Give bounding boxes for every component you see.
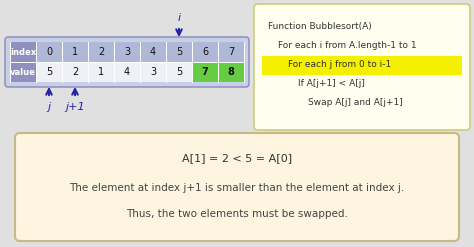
Text: i: i [177, 13, 181, 23]
FancyBboxPatch shape [88, 62, 114, 82]
FancyBboxPatch shape [254, 4, 470, 130]
Text: 2: 2 [72, 67, 78, 77]
FancyBboxPatch shape [114, 62, 140, 82]
FancyBboxPatch shape [140, 62, 166, 82]
Text: Function Bubblesort(A): Function Bubblesort(A) [268, 21, 372, 30]
Text: j: j [47, 102, 51, 112]
FancyBboxPatch shape [114, 42, 140, 62]
Text: 7: 7 [228, 47, 234, 57]
Text: 7: 7 [201, 67, 209, 77]
Text: For each i from A.length-1 to 1: For each i from A.length-1 to 1 [278, 41, 417, 49]
FancyBboxPatch shape [140, 42, 166, 62]
Text: Thus, the two elements must be swapped.: Thus, the two elements must be swapped. [126, 209, 348, 219]
FancyBboxPatch shape [218, 42, 244, 62]
FancyBboxPatch shape [88, 42, 114, 62]
FancyBboxPatch shape [5, 37, 249, 87]
Text: 3: 3 [150, 67, 156, 77]
FancyBboxPatch shape [166, 42, 192, 62]
FancyBboxPatch shape [36, 42, 62, 62]
Text: value: value [10, 67, 36, 77]
FancyBboxPatch shape [10, 62, 36, 82]
Text: 0: 0 [46, 47, 52, 57]
FancyBboxPatch shape [218, 62, 244, 82]
Text: Swap A[j] and A[j+1]: Swap A[j] and A[j+1] [308, 98, 403, 106]
Text: For each j from 0 to i-1: For each j from 0 to i-1 [288, 60, 391, 68]
Text: 5: 5 [46, 67, 52, 77]
Text: 3: 3 [124, 47, 130, 57]
FancyBboxPatch shape [166, 62, 192, 82]
FancyBboxPatch shape [262, 56, 462, 75]
FancyBboxPatch shape [15, 133, 459, 241]
FancyBboxPatch shape [10, 42, 36, 62]
Text: 1: 1 [98, 67, 104, 77]
Text: 5: 5 [176, 67, 182, 77]
FancyBboxPatch shape [36, 62, 62, 82]
FancyBboxPatch shape [192, 62, 218, 82]
Text: 6: 6 [202, 47, 208, 57]
Text: index: index [10, 47, 36, 57]
Text: The element at index j+1 is smaller than the element at index j.: The element at index j+1 is smaller than… [69, 183, 405, 193]
FancyBboxPatch shape [62, 42, 88, 62]
Text: A[1] = 2 < 5 = A[0]: A[1] = 2 < 5 = A[0] [182, 153, 292, 163]
Text: 4: 4 [124, 67, 130, 77]
Text: 5: 5 [176, 47, 182, 57]
Text: j+1: j+1 [65, 102, 85, 112]
Text: If A[j+1] < A[j]: If A[j+1] < A[j] [298, 79, 365, 87]
Text: 2: 2 [98, 47, 104, 57]
Text: 1: 1 [72, 47, 78, 57]
FancyBboxPatch shape [62, 62, 88, 82]
Text: 4: 4 [150, 47, 156, 57]
FancyBboxPatch shape [192, 42, 218, 62]
Text: 8: 8 [228, 67, 235, 77]
